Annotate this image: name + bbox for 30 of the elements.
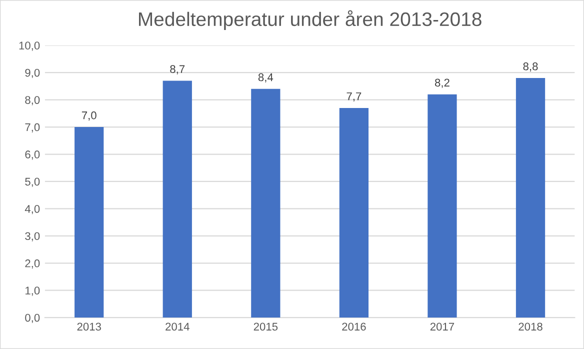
bar <box>162 80 192 318</box>
y-tick-label: 7,0 <box>25 123 40 132</box>
x-tick-label: 2016 <box>342 322 366 331</box>
x-tick-label: 2014 <box>166 322 190 331</box>
bar <box>428 94 457 318</box>
bar <box>251 88 280 318</box>
y-tick-label: 8,0 <box>25 96 40 106</box>
bar <box>516 78 546 318</box>
y-tick-label: 10,0 <box>19 42 40 51</box>
y-tick-label: 0,0 <box>25 314 40 324</box>
x-tick-label: 2018 <box>518 322 542 331</box>
x-tick-label: 2017 <box>430 322 454 331</box>
data-label: 8,8 <box>523 62 538 72</box>
y-tick-label: 1,0 <box>26 286 40 296</box>
data-label: 7,7 <box>346 92 362 102</box>
x-tick-label: 2015 <box>254 322 278 331</box>
data-label: 7,0 <box>82 111 96 121</box>
data-label: 8,7 <box>170 65 185 74</box>
y-tick-label: 2,0 <box>25 259 40 269</box>
y-tick-label: 4,0 <box>24 204 40 214</box>
chart-title: Medeltemperatur under åren 2013-2018 <box>139 10 482 30</box>
data-label: 8,4 <box>258 73 274 82</box>
y-tick-label: 3,0 <box>25 232 40 242</box>
y-tick-label: 6,0 <box>25 150 40 160</box>
y-tick-label: 5,0 <box>25 178 40 187</box>
bar <box>74 127 104 318</box>
x-tick-label: 2013 <box>77 322 101 331</box>
bar <box>339 108 369 318</box>
y-tick-label: 9,0 <box>25 68 40 78</box>
data-label: 8,2 <box>434 78 450 88</box>
